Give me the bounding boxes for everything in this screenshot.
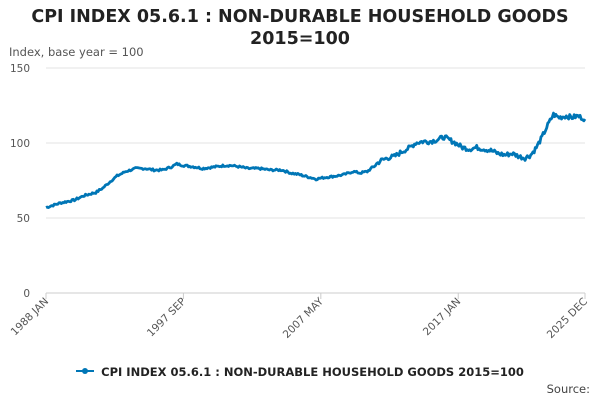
x-tick-label-0: 1988 JAN (9, 296, 51, 338)
y-tick-label-150: 150 (10, 63, 30, 75)
legend-series-label: CPI INDEX 05.6.1 : NON-DURABLE HOUSEHOLD… (101, 365, 524, 379)
source-label: Source: (546, 382, 590, 396)
legend-series-marker-icon (76, 367, 95, 374)
label-layer: 0 50 100 150 1988 JAN 1997 SEP 2007 MAY 2017 JA… (9, 63, 590, 341)
y-tick-label-100: 100 (10, 138, 30, 150)
axis-layer (45, 292, 586, 299)
y-tick-label-0: 0 (23, 288, 30, 300)
chart-title: CPI INDEX 05.6.1 : NON-DURABLE HOUSEHOLD… (0, 6, 600, 50)
x-tick-label-3: 2017 JAN (421, 296, 463, 338)
x-tick-label-2: 2007 MAY (281, 295, 327, 341)
legend[interactable]: CPI INDEX 05.6.1 : NON-DURABLE HOUSEHOLD… (0, 365, 600, 379)
y-tick-label-50: 50 (17, 213, 30, 225)
x-tick-label-1: 1997 SEP (145, 296, 189, 340)
x-tick-label-4: 2025 DEC (545, 296, 590, 341)
series-line-0 (45, 111, 587, 209)
grid-layer (46, 67, 585, 219)
chart-title-line-1: CPI INDEX 05.6.1 : NON-DURABLE HOUSEHOLD… (31, 7, 569, 27)
series-layer (45, 111, 587, 209)
y-axis-label: Index, base year = 100 (9, 45, 144, 59)
chart-title-line-2: 2015=100 (250, 29, 350, 49)
